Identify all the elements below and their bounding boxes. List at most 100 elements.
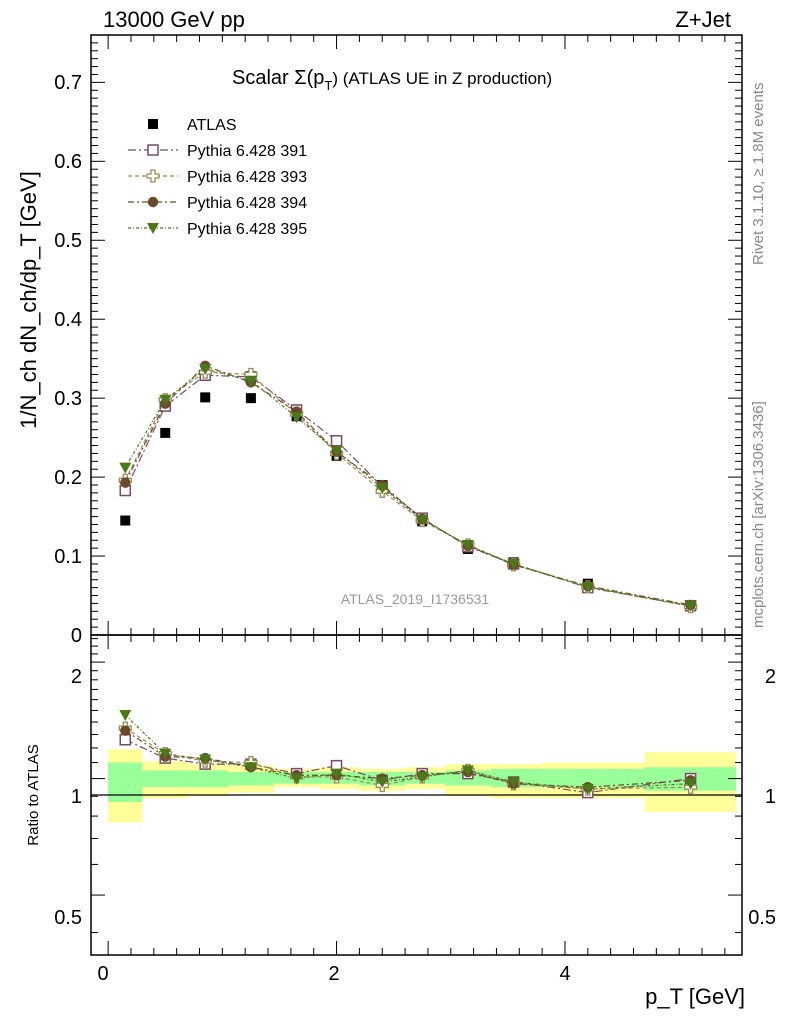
legend-label: Pythia 6.428 393 <box>187 169 307 186</box>
series-line <box>124 371 691 608</box>
legend-item: Pythia 6.428 395 <box>128 221 307 238</box>
plot-title-prefix: Scalar Σ(p <box>232 67 324 89</box>
series-pythia-6-428-393 <box>118 365 698 614</box>
data-point <box>461 540 474 551</box>
ratio-data-point <box>416 771 429 783</box>
main-panel: 0.7 0.6 0.5 0.4 0.3 0.2 0.1 0 Scalar Σ(p… <box>16 34 743 647</box>
ratio-y-tick-label-0.5-right: 0.5 <box>748 907 776 929</box>
series-pythia-6-428-395 <box>119 363 697 612</box>
data-point <box>120 515 131 526</box>
ratio-data-point <box>119 709 132 721</box>
rivet-label: Rivet 3.1.10, ≥ 1.8M events <box>750 83 767 266</box>
series-line <box>124 374 691 607</box>
legend-item: Pythia 6.428 391 <box>128 143 307 160</box>
x-tick-label-2: 2 <box>328 963 339 985</box>
y-tick-label-0.7: 0.7 <box>54 72 82 94</box>
ratio-inner-band <box>542 768 645 788</box>
x-tick-label-4: 4 <box>559 963 570 985</box>
y-tick-label-0: 0 <box>71 625 82 647</box>
series-pythia-6-428-391 <box>119 369 697 612</box>
ratio-series-pythia-6-428-395 <box>119 709 697 795</box>
legend-marker <box>146 169 160 183</box>
series-atlas <box>120 392 696 610</box>
x-axis-label: p_T [GeV] <box>645 984 745 1009</box>
y-tick-label-0.5: 0.5 <box>54 230 82 252</box>
data-point <box>160 427 171 438</box>
ratio-plot-frame <box>90 634 743 956</box>
ratio-y-tick-label-0.5: 0.5 <box>54 907 82 929</box>
x-ticks <box>107 35 726 955</box>
header-process-label: Z+Jet <box>675 7 731 32</box>
plot-title-suffix: ) (ATLAS UE in Z production) <box>332 69 552 88</box>
data-point <box>290 412 303 424</box>
data-point <box>416 514 429 526</box>
data-point <box>507 558 520 570</box>
legend: ATLAS Pythia 6.428 391 Pythia 6.428 393 Pyt… <box>128 117 307 238</box>
x-tick-label-0: 0 <box>97 963 108 985</box>
y-tick-label-0.6: 0.6 <box>54 151 82 173</box>
legend-marker <box>148 119 158 129</box>
ratio-data-point <box>507 776 520 788</box>
legend-label: Pythia 6.428 394 <box>187 195 307 212</box>
ratio-data-point <box>120 725 131 736</box>
ratio-series-line <box>125 739 691 794</box>
legend-label: Pythia 6.428 395 <box>187 221 307 238</box>
data-point <box>330 446 343 458</box>
y-tick-label-0.4: 0.4 <box>54 309 82 331</box>
legend-marker <box>147 196 159 208</box>
ratio-data-point <box>330 768 343 780</box>
main-y-ticks <box>91 42 742 636</box>
main-series <box>118 360 698 614</box>
plot-title-sub: T <box>324 78 332 93</box>
data-point <box>376 483 389 495</box>
legend-label: ATLAS <box>187 117 237 134</box>
ratio-data-point <box>159 748 172 760</box>
main-y-tick-labels: 0.7 0.6 0.5 0.4 0.3 0.2 0.1 0 <box>54 72 82 647</box>
ratio-data-point <box>199 754 212 766</box>
data-point <box>120 477 131 488</box>
analysis-watermark: ATLAS_2019_I1736531 <box>341 591 490 607</box>
legend-item: ATLAS <box>148 117 237 134</box>
ratio-inner-band <box>228 771 274 786</box>
y-tick-label-0.3: 0.3 <box>54 388 82 410</box>
ratio-series-line <box>124 714 691 790</box>
ratio-data-point <box>376 776 389 788</box>
ratio-data-point <box>684 778 697 790</box>
legend-item: Pythia 6.428 394 <box>128 195 307 212</box>
ratio-y-tick-label-2: 2 <box>71 666 82 688</box>
ratio-panel: 2 1 0.5 2 1 0.5 Ratio to ATLAS <box>25 634 776 956</box>
ratio-y-ticks <box>91 638 742 934</box>
data-point <box>199 363 212 375</box>
ratio-inner-band <box>188 770 229 788</box>
ratio-data-point <box>581 783 594 795</box>
ratio-inner-band <box>142 770 189 788</box>
series-line <box>124 365 691 606</box>
legend-marker <box>147 223 159 234</box>
ratio-y-tick-label-1-right: 1 <box>765 786 776 808</box>
data-point <box>159 394 172 406</box>
ratio-y-tick-label-2-right: 2 <box>765 666 776 688</box>
series-line <box>124 368 691 607</box>
y-tick-label-0.1: 0.1 <box>54 546 82 568</box>
plot-title: Scalar Σ(pT) (ATLAS UE in Z production) <box>232 67 552 93</box>
ratio-data-point <box>290 773 303 785</box>
legend-label: Pythia 6.428 391 <box>187 143 307 160</box>
data-point <box>581 581 594 593</box>
y-tick-label-0.2: 0.2 <box>54 467 82 489</box>
ratio-inner-band <box>108 762 143 802</box>
legend-marker <box>147 144 159 156</box>
legend-item: Pythia 6.428 393 <box>128 169 307 186</box>
main-y-axis-label: 1/N_ch dN_ch/dp_T [GeV] <box>16 171 41 429</box>
data-point <box>244 375 257 387</box>
ratio-series <box>118 709 698 799</box>
mcplots-label: mcplots.cern.ch [arXiv:1306.3436] <box>750 401 767 628</box>
ratio-data-point <box>244 762 257 774</box>
data-point <box>119 462 132 474</box>
ratio-data-point <box>461 765 474 777</box>
ratio-series-line <box>124 730 691 788</box>
data-point <box>330 435 343 447</box>
ratio-y-axis-label: Ratio to ATLAS <box>25 744 42 845</box>
ratio-data-point <box>119 733 132 746</box>
data-point <box>245 393 256 404</box>
